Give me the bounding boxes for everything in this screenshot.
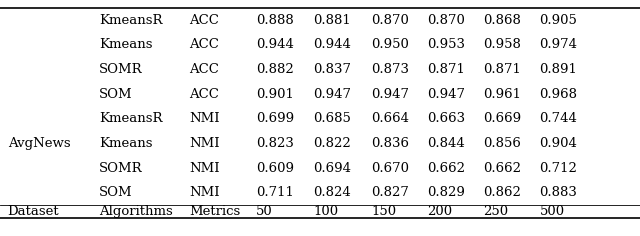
Text: NMI: NMI: [189, 137, 220, 150]
Text: 0.663: 0.663: [428, 112, 466, 125]
Text: 150: 150: [371, 205, 396, 218]
Text: 0.901: 0.901: [256, 88, 294, 101]
Text: 0.947: 0.947: [314, 88, 351, 101]
Text: 250: 250: [483, 205, 508, 218]
Text: 0.670: 0.670: [371, 162, 409, 175]
Text: 0.905: 0.905: [540, 14, 577, 27]
Text: 0.711: 0.711: [256, 186, 294, 199]
Text: 0.829: 0.829: [428, 186, 465, 199]
Text: 0.950: 0.950: [371, 38, 409, 51]
Text: SOMR: SOMR: [99, 63, 143, 76]
Text: 0.961: 0.961: [483, 88, 521, 101]
Text: 0.685: 0.685: [314, 112, 351, 125]
Text: 0.871: 0.871: [483, 63, 521, 76]
Text: 0.904: 0.904: [540, 137, 577, 150]
Text: 0.837: 0.837: [314, 63, 351, 76]
Text: 0.662: 0.662: [428, 162, 465, 175]
Text: ACC: ACC: [189, 14, 219, 27]
Text: 0.881: 0.881: [314, 14, 351, 27]
Text: 0.823: 0.823: [256, 137, 294, 150]
Text: 0.712: 0.712: [540, 162, 577, 175]
Text: 0.824: 0.824: [314, 186, 351, 199]
Text: ACC: ACC: [189, 63, 219, 76]
Text: 0.868: 0.868: [483, 14, 521, 27]
Text: 0.744: 0.744: [540, 112, 577, 125]
Text: 0.609: 0.609: [256, 162, 294, 175]
Text: NMI: NMI: [189, 112, 220, 125]
Text: ACC: ACC: [189, 38, 219, 51]
Text: 200: 200: [428, 205, 452, 218]
Text: 0.844: 0.844: [428, 137, 465, 150]
Text: NMI: NMI: [189, 186, 220, 199]
Text: 0.958: 0.958: [483, 38, 521, 51]
Text: ACC: ACC: [189, 88, 219, 101]
Text: 500: 500: [540, 205, 564, 218]
Text: 100: 100: [314, 205, 339, 218]
Text: Dataset: Dataset: [8, 205, 60, 218]
Text: 0.871: 0.871: [428, 63, 465, 76]
Text: 0.968: 0.968: [540, 88, 577, 101]
Text: 0.944: 0.944: [314, 38, 351, 51]
Text: KmeansR: KmeansR: [99, 112, 163, 125]
Text: 0.856: 0.856: [483, 137, 521, 150]
Text: Kmeans: Kmeans: [99, 137, 153, 150]
Text: 0.888: 0.888: [256, 14, 294, 27]
Text: 0.974: 0.974: [540, 38, 577, 51]
Text: NMI: NMI: [189, 162, 220, 175]
Text: 0.862: 0.862: [483, 186, 521, 199]
Text: 0.953: 0.953: [428, 38, 465, 51]
Text: 0.870: 0.870: [371, 14, 409, 27]
Text: 0.664: 0.664: [371, 112, 409, 125]
Text: KmeansR: KmeansR: [99, 14, 163, 27]
Text: 0.827: 0.827: [371, 186, 409, 199]
Text: 0.662: 0.662: [483, 162, 521, 175]
Text: SOM: SOM: [99, 88, 133, 101]
Text: 0.882: 0.882: [256, 63, 294, 76]
Text: 0.883: 0.883: [540, 186, 577, 199]
Text: 0.947: 0.947: [428, 88, 465, 101]
Text: 0.669: 0.669: [483, 112, 522, 125]
Text: 0.822: 0.822: [314, 137, 351, 150]
Text: AvgNews: AvgNews: [8, 137, 70, 150]
Text: Algorithms: Algorithms: [99, 205, 173, 218]
Text: 50: 50: [256, 205, 273, 218]
Text: 0.873: 0.873: [371, 63, 409, 76]
Text: 0.870: 0.870: [428, 14, 465, 27]
Text: 0.891: 0.891: [540, 63, 577, 76]
Text: 0.694: 0.694: [314, 162, 351, 175]
Text: SOMR: SOMR: [99, 162, 143, 175]
Text: SOM: SOM: [99, 186, 133, 199]
Text: Metrics: Metrics: [189, 205, 240, 218]
Text: 0.944: 0.944: [256, 38, 294, 51]
Text: 0.699: 0.699: [256, 112, 294, 125]
Text: 0.947: 0.947: [371, 88, 409, 101]
Text: Kmeans: Kmeans: [99, 38, 153, 51]
Text: 0.836: 0.836: [371, 137, 409, 150]
